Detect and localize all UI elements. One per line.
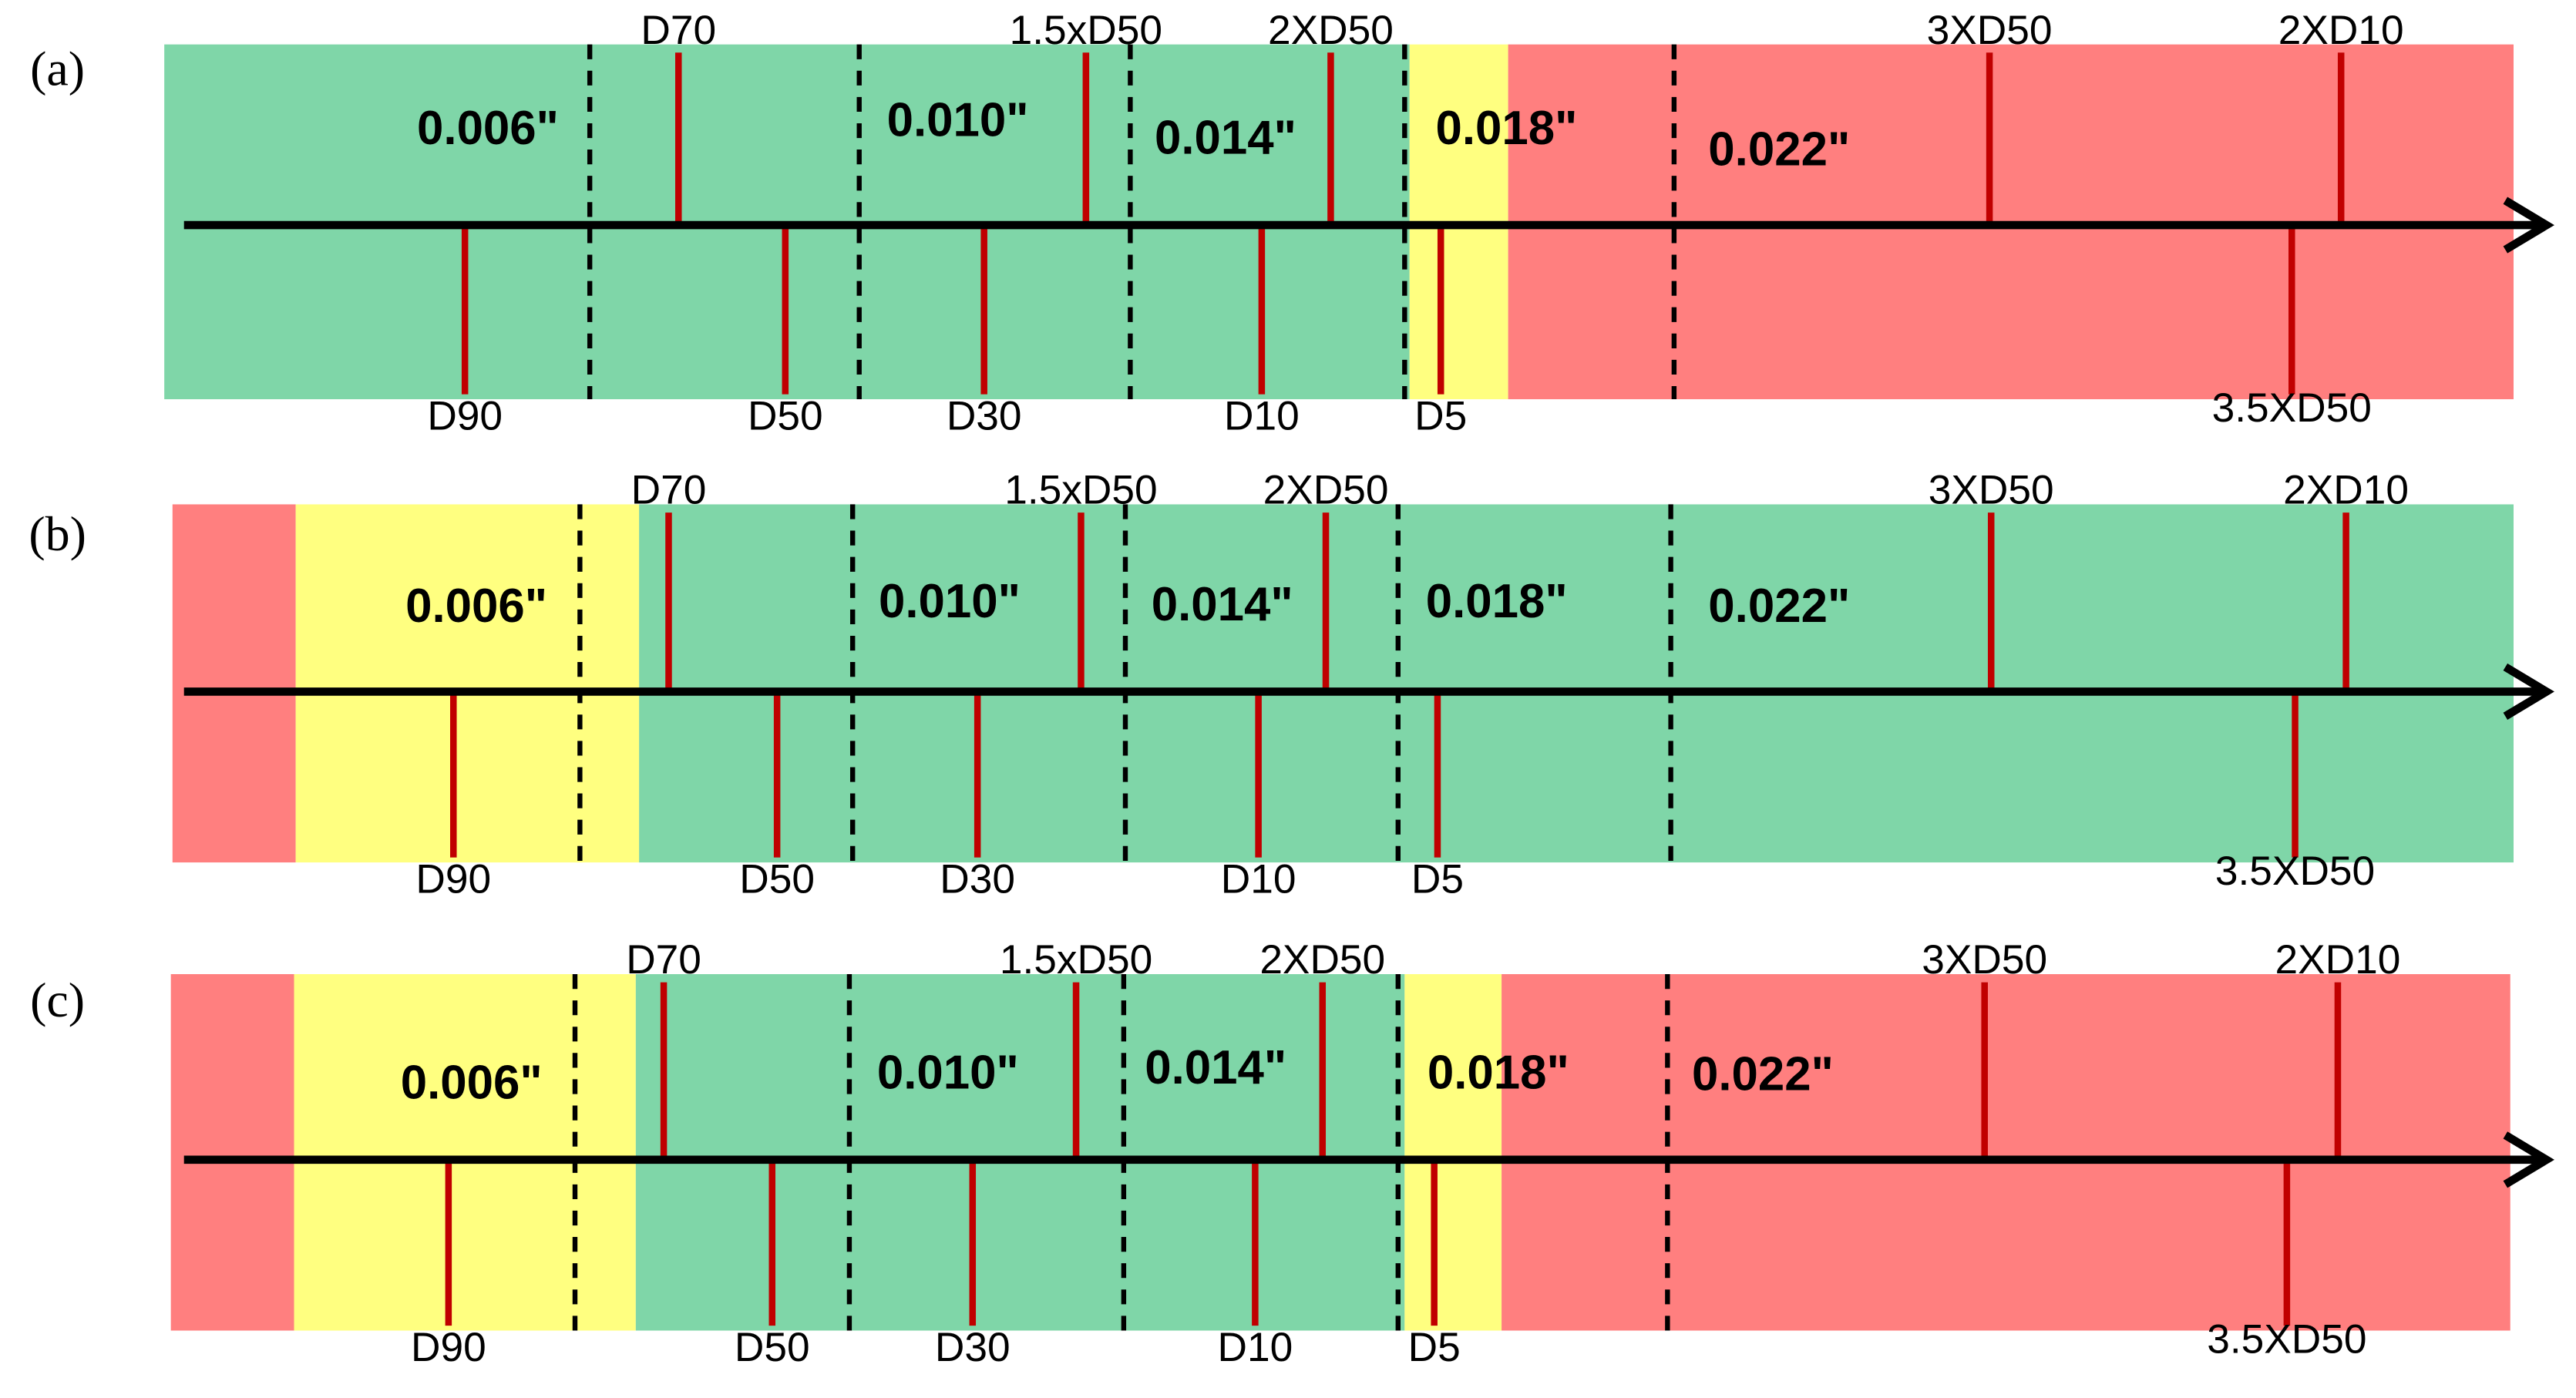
marker-label: D50 (735, 1325, 810, 1370)
zone-label: 0.018" (1426, 575, 1568, 628)
marker-label: D30 (947, 394, 1022, 439)
panel-label: (a) (30, 42, 85, 96)
panel: (c) D70 1.5xD50 2XD50 3XD50 2XD10 D90 D50 D30 D10… (30, 937, 2554, 1370)
zone-band (294, 974, 636, 1331)
marker-label: 3XD50 (1927, 8, 2053, 53)
marker-label: D50 (739, 857, 815, 902)
marker-label: 2XD50 (1263, 468, 1389, 513)
marker-label: D70 (626, 937, 701, 983)
zone-label: 0.010" (887, 93, 1029, 146)
marker-label: 2XD50 (1259, 937, 1385, 983)
panel-label: (c) (30, 973, 85, 1027)
zone-label: 0.014" (1145, 1041, 1286, 1094)
marker-label: D5 (1414, 394, 1467, 439)
marker-label: D30 (940, 857, 1015, 902)
marker-label: 3.5XD50 (2212, 385, 2372, 431)
arrow-head (2503, 1131, 2554, 1188)
zone-label: 0.014" (1155, 112, 1296, 165)
marker-label: D5 (1408, 1325, 1461, 1370)
panel: (b) D70 1.5xD50 2XD50 3XD50 2XD10 D90 D50 D30 D10… (29, 468, 2554, 902)
zone-label: 0.006" (405, 580, 547, 633)
arrow-head (2503, 663, 2554, 720)
zone-band (295, 504, 640, 863)
zone-label: 0.006" (417, 102, 559, 155)
marker-label: D10 (1218, 1325, 1293, 1370)
zone-band (170, 974, 294, 1331)
zone-band (635, 974, 1405, 1331)
zone-label: 0.022" (1708, 123, 1850, 176)
zone-label: 0.018" (1435, 102, 1577, 155)
marker-label: D90 (427, 394, 503, 439)
zone-band (1502, 974, 2510, 1331)
zone-band (639, 504, 2514, 863)
marker-label: 1.5xD50 (1010, 8, 1162, 53)
marker-label: 3XD50 (1922, 937, 2047, 983)
marker-label: 1.5xD50 (1004, 468, 1157, 513)
arrow-head (2503, 197, 2554, 254)
marker-label: 2XD10 (2278, 8, 2404, 53)
zone-label: 0.022" (1708, 580, 1850, 633)
marker-label: D70 (631, 468, 707, 513)
panel: (a) D70 1.5xD50 2XD50 3XD50 2XD10 D90 D50 D30 D10… (30, 8, 2554, 439)
marker-label: 2XD10 (2283, 468, 2409, 513)
marker-label: D90 (415, 857, 491, 902)
marker-label: 2XD50 (1268, 8, 1394, 53)
marker-label: 3.5XD50 (2215, 849, 2375, 894)
zone-label: 0.006" (401, 1056, 543, 1109)
zone-label: 0.010" (877, 1046, 1019, 1099)
zone-label: 0.010" (879, 575, 1021, 628)
zone-band (1404, 974, 1502, 1331)
marker-label: D5 (1411, 857, 1464, 902)
marker-label: D50 (748, 394, 823, 439)
marker-label: D10 (1221, 857, 1296, 902)
marker-label: 2XD10 (2275, 937, 2401, 983)
marker-label: D10 (1224, 394, 1300, 439)
panel-label: (b) (29, 506, 86, 561)
marker-label: 1.5xD50 (1000, 937, 1152, 983)
marker-label: D30 (935, 1325, 1011, 1370)
marker-label: D70 (641, 8, 716, 53)
zone-label: 0.014" (1152, 578, 1293, 631)
marker-label: D90 (411, 1325, 486, 1370)
marker-label: 3.5XD50 (2207, 1317, 2366, 1363)
zone-label: 0.022" (1692, 1048, 1834, 1101)
zone-band (172, 504, 296, 863)
marker-label: 3XD50 (1929, 468, 2054, 513)
zone-label: 0.018" (1428, 1046, 1569, 1099)
